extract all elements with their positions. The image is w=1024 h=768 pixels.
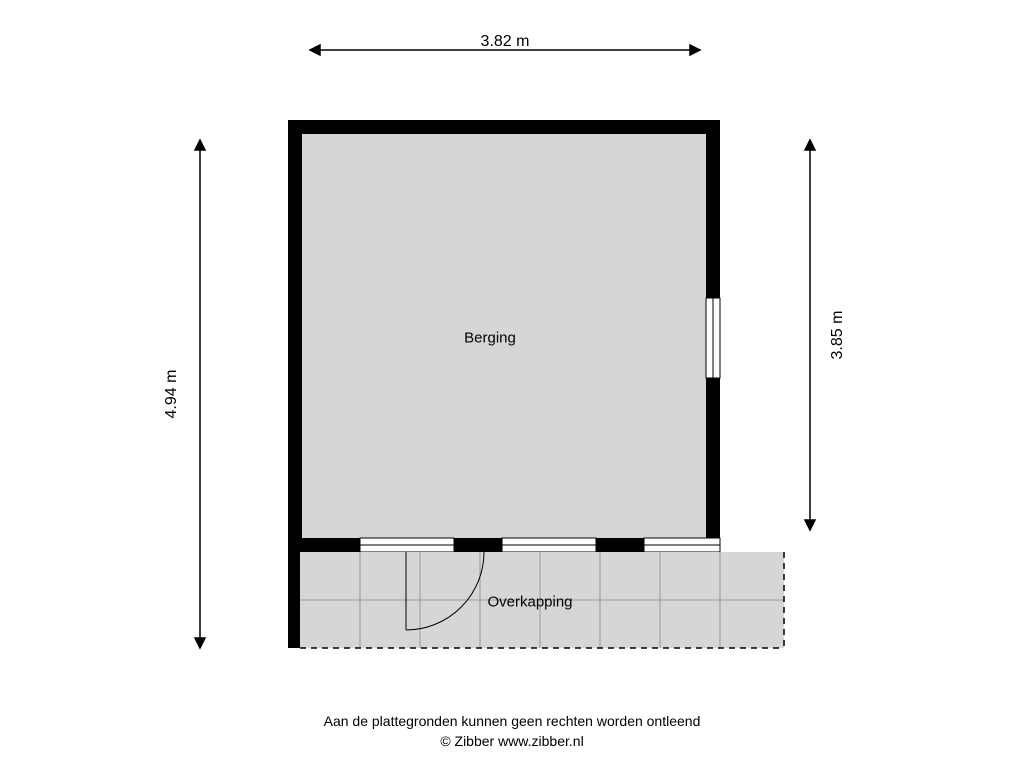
floorplan-svg — [0, 0, 1024, 768]
dim-left-label: 4.94 m — [163, 370, 181, 419]
wall-left — [288, 120, 302, 648]
wall-bottom-seg3 — [596, 538, 644, 552]
bottom-openings — [360, 538, 720, 552]
floorplan-canvas — [0, 0, 1024, 768]
footer-line1: Aan de plattegronden kunnen geen rechten… — [324, 712, 701, 732]
window-right — [706, 298, 720, 378]
wall-top — [288, 120, 720, 134]
overkapping-label: Overkapping — [487, 594, 572, 611]
footer-line2: © Zibber www.zibber.nl — [324, 732, 701, 752]
wall-right-lower — [706, 378, 720, 552]
footer-text: Aan de plattegronden kunnen geen rechten… — [324, 712, 701, 751]
dim-right-label: 3.85 m — [829, 311, 847, 360]
dim-top-label: 3.82 m — [481, 33, 530, 51]
wall-bottom-seg1 — [288, 538, 360, 552]
wall-right-upper — [706, 120, 720, 298]
berging-label: Berging — [464, 330, 516, 347]
wall-bottom-seg2 — [454, 538, 502, 552]
